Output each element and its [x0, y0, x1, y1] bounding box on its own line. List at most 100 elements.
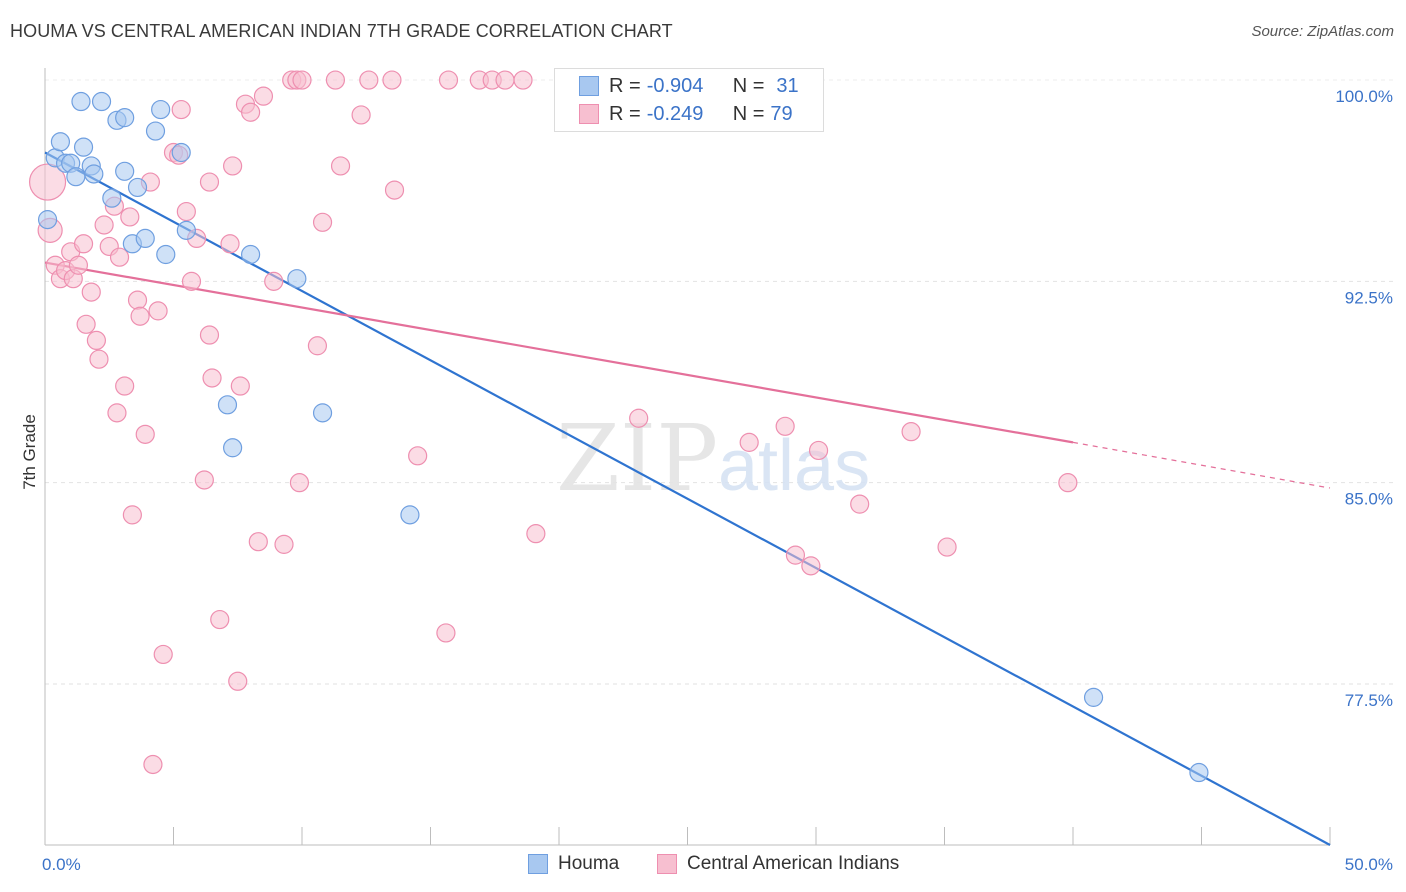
y-axis-label: 7th Grade	[20, 414, 39, 490]
data-point	[241, 102, 261, 122]
data-point	[312, 212, 333, 232]
data-points	[28, 70, 1209, 783]
data-point	[81, 282, 101, 302]
data-point	[253, 86, 274, 106]
data-point	[264, 271, 284, 291]
y-tick-label: 77.5%	[1345, 691, 1393, 710]
series-central-american-indians	[28, 70, 1078, 775]
data-point	[359, 70, 379, 90]
data-point	[145, 121, 166, 141]
trend-lines	[44, 151, 1331, 846]
data-point	[901, 422, 921, 442]
bottom-legend-houma: Houma	[528, 852, 619, 876]
data-point	[241, 244, 261, 265]
data-point	[151, 99, 171, 120]
data-point	[120, 207, 140, 227]
data-point	[408, 446, 428, 466]
bottom-legend-label-houma: Houma	[558, 853, 620, 874]
data-point	[436, 623, 456, 643]
data-point	[351, 105, 371, 125]
data-point	[37, 210, 58, 230]
tick-labels: 100.0% 92.5% 85.0% 77.5% 0.0% 50.0%	[42, 87, 1393, 874]
data-point	[115, 161, 135, 181]
legend-swatch-central-american	[579, 104, 599, 124]
y-tick-label: 85.0%	[1345, 490, 1393, 509]
data-point	[210, 609, 230, 630]
source-credit: Source: ZipAtlas.com	[1251, 23, 1394, 40]
data-point	[50, 132, 71, 152]
y-tick-label: 92.5%	[1345, 288, 1393, 307]
data-point	[109, 247, 130, 267]
data-point	[84, 164, 104, 184]
data-point	[115, 376, 135, 396]
data-point	[330, 156, 351, 176]
data-point	[176, 201, 196, 222]
data-point	[127, 290, 148, 310]
data-point	[274, 534, 294, 554]
data-point	[850, 494, 870, 514]
data-point	[135, 424, 155, 444]
data-point	[292, 70, 312, 90]
data-point	[739, 432, 759, 452]
legend-r-value: -0.904	[646, 74, 704, 97]
data-point	[248, 532, 268, 552]
chart-title: HOUMA VS CENTRAL AMERICAN INDIAN 7TH GRA…	[10, 21, 673, 41]
data-point	[287, 269, 307, 289]
data-point	[495, 70, 515, 90]
data-point	[102, 188, 122, 208]
data-point	[230, 376, 250, 396]
data-point	[153, 644, 173, 665]
x-tick-label: 50.0%	[1345, 855, 1393, 874]
data-point	[76, 314, 96, 334]
data-point	[384, 180, 405, 200]
trend-line-extension	[1072, 441, 1331, 489]
data-point	[94, 215, 114, 235]
data-point	[1189, 762, 1209, 783]
data-point	[223, 156, 243, 176]
data-point	[91, 91, 112, 112]
data-point	[122, 505, 142, 525]
legend-row-central-american: R = -0.249 N = 79	[579, 102, 793, 126]
data-point	[115, 108, 135, 128]
legend-row-houma: R = -0.904 N = 31	[579, 74, 799, 98]
data-point	[629, 408, 649, 428]
data-point	[438, 70, 459, 90]
bottom-legend-central-american: Central American Indians	[657, 852, 899, 876]
data-point	[199, 325, 220, 345]
data-point	[66, 167, 86, 187]
data-point	[171, 142, 191, 163]
data-point	[127, 177, 148, 198]
data-point	[937, 537, 957, 557]
data-point	[135, 228, 155, 249]
data-point	[307, 336, 328, 356]
legend-n-label: N =	[732, 102, 765, 125]
data-point	[526, 524, 546, 544]
data-point	[73, 234, 94, 254]
data-point	[199, 172, 220, 192]
legend-n-value: 79	[770, 102, 793, 125]
data-point	[325, 70, 346, 90]
data-point	[156, 244, 176, 265]
data-point	[202, 368, 222, 388]
data-point	[289, 473, 310, 493]
data-point	[382, 70, 402, 90]
x-tick-label: 0.0%	[42, 855, 81, 874]
data-point	[785, 545, 806, 565]
legend-n-value: 31	[776, 74, 799, 97]
data-point	[130, 306, 150, 326]
bottom-legend-swatch-central-american	[657, 854, 677, 874]
bottom-legend-swatch-houma	[528, 854, 548, 874]
legend-n-label: N =	[732, 74, 765, 97]
data-point	[68, 255, 89, 275]
data-point	[73, 137, 94, 157]
series-houma	[37, 91, 1209, 783]
data-point	[71, 91, 91, 112]
data-point	[312, 403, 333, 423]
legend-r-value: -0.249	[646, 102, 704, 125]
legend-r-label: R =	[609, 102, 641, 125]
data-point	[1058, 473, 1078, 493]
trend-line-central-american-indians	[44, 261, 1074, 444]
data-point	[28, 163, 67, 201]
data-point	[513, 70, 533, 90]
